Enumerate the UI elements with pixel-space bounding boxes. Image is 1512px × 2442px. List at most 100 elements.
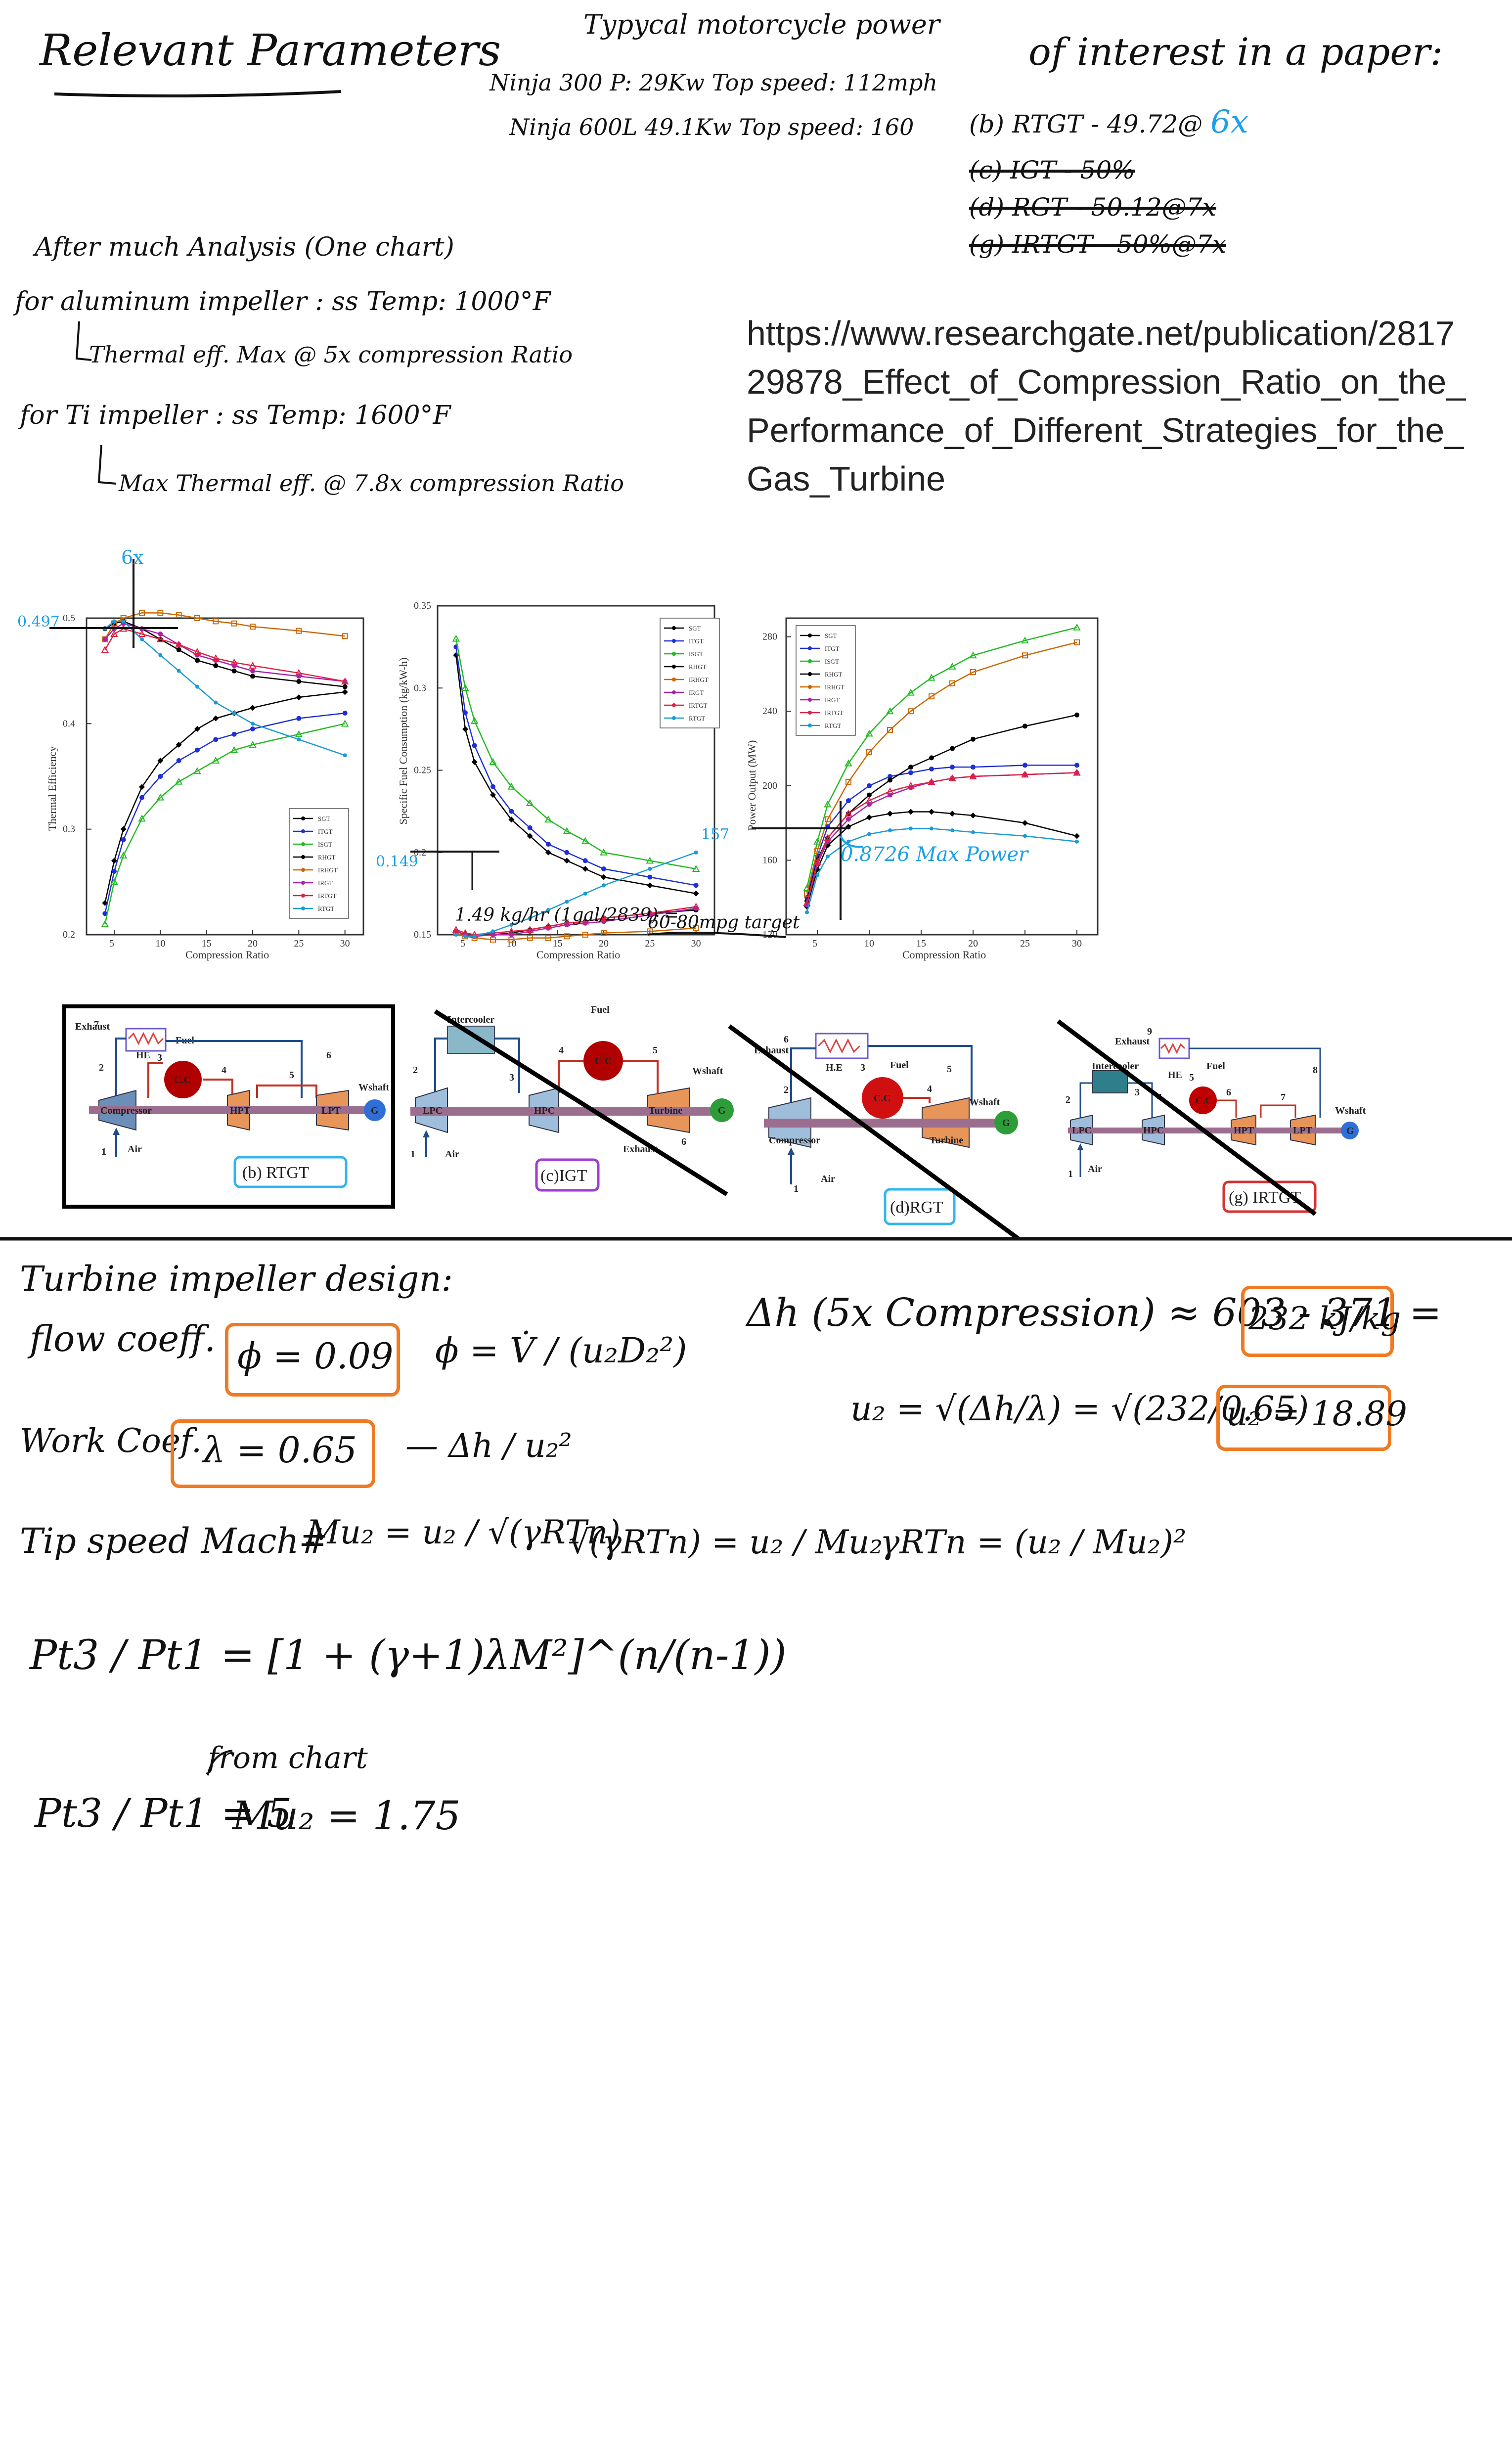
series-line-itgt [806,765,1077,898]
data-point [971,830,975,834]
data-point [970,813,976,819]
data-point [490,792,496,798]
sfc-conversion-note: 1.49 kg/hr (1gal/2839) = [455,905,679,925]
data-point [138,814,146,822]
data-point [342,633,348,639]
data-point [1074,833,1080,839]
data-point [139,795,144,800]
y-tick-label: 0.2 [63,929,75,940]
data-point [250,726,255,731]
data-point [601,866,606,871]
power-value-annotation: 157 [701,826,730,843]
y-tick-label: 280 [762,632,777,642]
data-point [343,753,347,758]
flow-coef-label: flow coeff. [30,1318,216,1359]
data-point [600,914,608,921]
data-point [177,669,181,673]
data-point [489,758,497,765]
igt-air: Air [445,1149,459,1160]
data-point [563,827,571,834]
x-tick-label: 15 [202,938,212,949]
data-point [692,903,700,910]
data-point [867,783,872,788]
data-point [908,708,914,715]
series-line-itgt [455,646,696,886]
legend-label: RHGT [689,663,706,671]
data-point [971,736,976,742]
series-line-rtgt [806,828,1077,913]
data-point [232,711,236,715]
data-point [213,715,219,722]
from-chart-note: from chart [208,1741,368,1775]
data-point [296,628,302,634]
legend-marker [301,881,305,885]
data-point [296,694,302,700]
data-point [971,765,976,770]
legend-marker [301,829,305,833]
data-point [888,774,892,779]
data-point [948,774,956,781]
data-point [102,911,108,916]
paper-url[interactable]: https://www.researchgate.net/publication… [747,314,1466,498]
data-point [295,730,303,737]
legend-marker [672,716,676,720]
data-point [194,726,200,732]
flow-coef-value: ϕ = 0.09 [237,1335,394,1377]
y-tick-label: 0.15 [414,929,431,940]
data-point [527,825,533,830]
mach-formula: Mu₂ = u₂ / √(γRTn) [307,1513,621,1551]
data-point [110,630,118,637]
data-point [908,770,913,775]
moto-heading: Typycal motorcycle power [583,9,940,40]
rgt-air: Air [821,1174,835,1184]
mach-formula-2: √(γRTn) = u₂ / Mu₂ [569,1523,883,1561]
rgt-w: Wshaft [969,1097,1000,1108]
igt-n5: 5 [653,1045,658,1056]
data-point [195,747,200,753]
data-point [296,674,302,679]
irtgt-cc: C.C [1196,1095,1212,1106]
data-point [509,932,514,937]
data-point [526,799,534,806]
sfc-target-note: 60-80mpg target [648,912,800,933]
data-point [156,635,165,642]
legend-label: IRGT [825,696,840,704]
data-point [949,680,955,686]
irtgt-g: G [1346,1126,1354,1136]
alu-sub-note: Thermal eff. Max @ 5x compression Ratio [89,341,573,368]
legend-marker [808,646,812,650]
legend-marker [672,639,676,643]
data-point [102,636,108,642]
rtgt-he: HE [136,1050,150,1061]
irtgt-lpt: LPT [1293,1125,1313,1136]
x-tick-label: 10 [155,938,165,949]
data-point [825,816,831,822]
interest-b-text: (b) RTGT - 49.72@ [969,110,1203,138]
data-point [544,815,552,823]
data-point [1023,763,1027,768]
chart-2: 510152025300.150.20.250.30.35Compression… [397,600,720,961]
diagrams-area: Exhaust HE Fuel C.C G Compressor HPT LPT… [62,1004,1366,1241]
data-point [472,934,477,939]
interest-g: (g) IRTGT - 50%@7x [969,230,1226,259]
data-point [213,737,219,742]
legend-label: RTGT [825,722,841,729]
legend-label: IRTGT [689,702,708,709]
title-underline [54,90,342,97]
rtgt-air: Air [128,1144,142,1155]
data-point [600,848,608,856]
x-tick-label: 10 [864,938,874,949]
legend-marker [301,868,305,872]
legend-marker [301,855,305,859]
legend-label: IRHGT [689,676,709,683]
pressure-ratio-value: Pt3 / Pt1 = 5 [35,1790,292,1836]
diagram-irtgt: Exhaust Intercooler HE Fuel C.C G LPC HP… [1057,1019,1366,1216]
y-tick-label: 240 [762,706,777,717]
data-point [193,767,201,774]
x-tick-label: 30 [340,938,350,949]
rgt-n4: 4 [927,1084,932,1094]
irtgt-n2: 2 [1066,1094,1070,1105]
flow-coef-formula: ϕ = V̇ / (u₂D₂²) [435,1330,687,1371]
data-point [112,619,116,624]
irtgt-n6: 6 [1226,1087,1231,1098]
